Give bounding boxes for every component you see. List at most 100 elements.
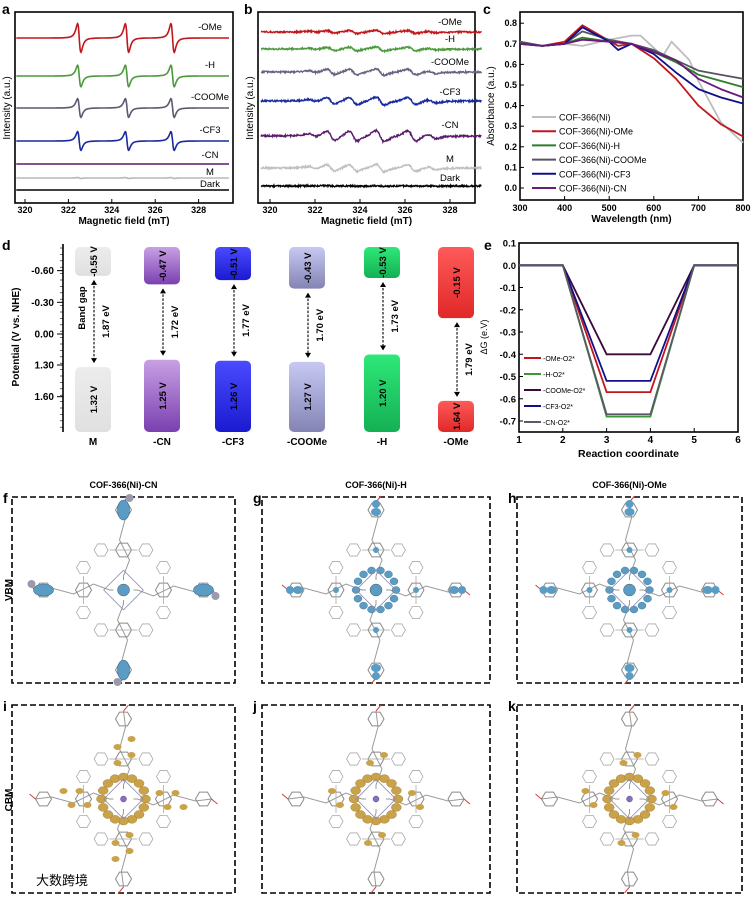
series-line <box>519 26 744 105</box>
orbital-lobe <box>391 803 402 812</box>
y-axis-label: Absorbance (a.u.) <box>486 66 497 146</box>
benzene-ring <box>700 791 719 807</box>
benzene-ring <box>328 561 344 575</box>
orbital-lobe <box>378 832 386 838</box>
series-line-cf <box>260 95 482 108</box>
benzene-ring <box>156 814 171 828</box>
x-tick-label: 700 <box>691 203 706 213</box>
substituent-bond <box>624 886 630 894</box>
benzene-ring <box>582 814 597 828</box>
nickel-center <box>623 583 636 597</box>
orbital-lobe <box>102 810 114 819</box>
orbital-lobe <box>644 803 656 812</box>
band-gap-value: 1.77 eV <box>241 303 252 336</box>
orbital-lobe <box>389 577 399 586</box>
orbital-lobe <box>127 736 136 742</box>
molecule-structure-image <box>535 704 724 894</box>
orbital-lobe <box>629 566 639 575</box>
orbital-lobe <box>286 586 294 594</box>
x-tick-label: 326 <box>397 205 412 215</box>
orbital-lobe <box>138 803 150 812</box>
benzene-ring <box>346 832 362 846</box>
structure-title: COF-366(Ni)-OMe <box>592 480 667 490</box>
legend-entry: -CN-O2* <box>543 420 570 427</box>
plot-frame <box>518 242 739 433</box>
benzene-ring <box>346 752 362 766</box>
orbital-lobe <box>353 594 363 603</box>
orbital-lobe <box>97 803 109 812</box>
orbital-lobe <box>625 500 634 508</box>
series-line-dark <box>260 182 482 189</box>
orbital-lobe <box>617 840 626 846</box>
cb-value-label: -0.55 V <box>89 245 100 276</box>
x-tick-label: 320 <box>17 205 32 215</box>
nickel-center <box>372 795 380 803</box>
orbital-lobe <box>644 786 656 795</box>
orbital-lobe <box>67 802 76 808</box>
orbital-lobe <box>449 586 459 594</box>
dashed-border <box>516 704 743 894</box>
orbital-lobe <box>612 570 622 579</box>
y-tick-label: -0.3 <box>500 328 516 339</box>
benzene-ring <box>76 561 91 575</box>
orbital-lobe <box>371 508 381 516</box>
orbital-lobe <box>293 586 303 594</box>
molecule-structure-image <box>281 704 471 894</box>
conduction-band-box <box>289 247 325 289</box>
orbital-panel-j: j <box>252 698 491 894</box>
benzene-ring <box>660 582 679 598</box>
x-tick-label: 600 <box>646 203 661 213</box>
series-line <box>519 264 738 382</box>
orbital-lobe <box>336 802 344 808</box>
series-line-h <box>260 44 483 54</box>
orbital-lobe <box>615 815 627 824</box>
benzene-ring <box>408 561 424 575</box>
series-line-coome <box>260 67 483 78</box>
legend-entry: COF-366(Ni)-COOMe <box>559 155 647 165</box>
orbital-lobe <box>702 586 713 594</box>
category-label: -COOMe <box>287 437 327 448</box>
series-line-m <box>16 176 229 180</box>
panel-label-f: f <box>3 490 8 506</box>
benzene-ring <box>346 543 362 557</box>
series-label: -COOMe <box>431 57 469 68</box>
dashed-border <box>11 704 236 894</box>
plot-frame <box>257 11 476 204</box>
chart-b: 320 322 324 326 328 Magnetic field (mT) Intens… <box>245 11 483 227</box>
orbital-lobe <box>373 627 379 633</box>
series-line <box>519 264 738 356</box>
benzene-ring <box>408 814 424 828</box>
benzene-ring <box>582 770 597 784</box>
orbital-lobe <box>372 672 380 680</box>
watermark: 大数跨境 <box>36 873 88 888</box>
porphyrin-core <box>355 569 397 611</box>
orbital-panel-k: k <box>508 698 743 894</box>
orbital-lobe <box>353 577 363 586</box>
series-line-m <box>260 162 482 175</box>
substituent-bond <box>717 798 724 805</box>
x-tick-label: 324 <box>352 205 367 215</box>
vb-value-label: 1.26 V <box>229 382 240 410</box>
benzene-ring <box>93 832 109 846</box>
molecule-structure-image <box>29 704 218 894</box>
chart-e: 1 2 3 4 5 6 0.1 0.0 -0.1 -0.2 -0.3 -0.4 -0.5 -0.6 -0.7… <box>479 239 741 461</box>
orbital-lobe <box>111 856 120 862</box>
orbital-lobe <box>608 810 620 819</box>
orbital-lobe <box>371 664 381 672</box>
conduction-band-box <box>438 247 474 319</box>
y-tick-label: 0.6 <box>504 59 517 69</box>
orbital-lobe <box>637 601 647 610</box>
molecule-structure-image <box>535 495 724 685</box>
orbital-lobe <box>133 779 145 788</box>
x-tick-label: 3 <box>604 435 610 446</box>
plot-frame <box>519 11 744 201</box>
orbital-panel-i: i <box>3 698 236 894</box>
orbital-lobe <box>386 779 397 788</box>
benzene-ring <box>154 582 173 598</box>
orbital-lobe <box>639 810 651 819</box>
orbital-lobe <box>83 802 92 808</box>
orbital-lobe <box>661 790 670 796</box>
orbital-lobe <box>546 586 557 594</box>
cb-value-label: -0.51 V <box>229 248 240 279</box>
orbital-lobe <box>637 570 647 579</box>
